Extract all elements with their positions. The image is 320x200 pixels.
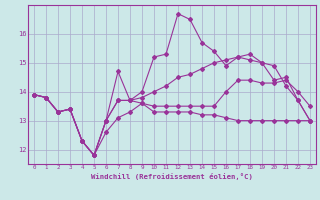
X-axis label: Windchill (Refroidissement éolien,°C): Windchill (Refroidissement éolien,°C) (91, 173, 253, 180)
